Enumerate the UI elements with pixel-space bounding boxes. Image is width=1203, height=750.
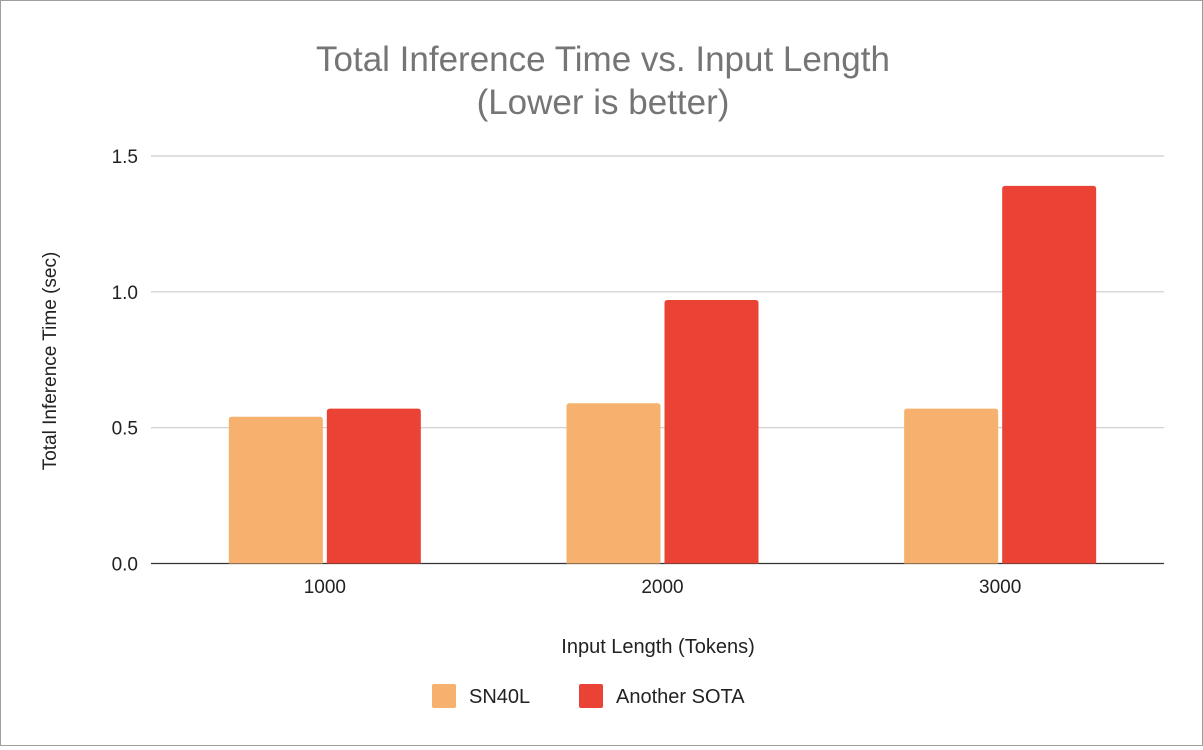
y-tick-label: 1.5	[112, 147, 138, 168]
bar-sn40l-3000	[904, 408, 999, 564]
x-tick-label: 3000	[979, 577, 1021, 598]
y-axis-label: Total Inference Time (sec)	[40, 252, 61, 471]
chart-subtitle: (Lower is better)	[477, 83, 730, 122]
legend-swatch	[432, 684, 456, 708]
legend-label: SN40L	[469, 686, 530, 708]
chart-title: Total Inference Time vs. Input Length	[316, 40, 890, 79]
bar-sn40l-1000	[228, 416, 323, 564]
y-tick-label: 0.5	[112, 419, 138, 440]
y-tick-label: 1.0	[112, 283, 138, 304]
x-axis-label: Input Length (Tokens)	[561, 636, 754, 658]
bar-another-sota-3000	[1002, 185, 1097, 564]
y-tick-label: 0.0	[112, 555, 138, 576]
x-tick-label: 1000	[304, 577, 346, 598]
bar-sn40l-2000	[566, 403, 661, 564]
bar-another-sota-1000	[326, 408, 421, 564]
legend-swatch	[579, 684, 603, 708]
legend-label: Another SOTA	[616, 686, 745, 708]
bar-another-sota-2000	[664, 299, 759, 564]
x-tick-label: 2000	[641, 577, 683, 598]
